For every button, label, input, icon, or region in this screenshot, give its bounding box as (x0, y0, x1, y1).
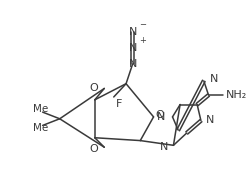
Text: −: − (139, 20, 146, 29)
Text: N: N (128, 27, 137, 36)
Text: O: O (90, 83, 98, 93)
Text: +: + (139, 36, 146, 45)
Text: O: O (90, 144, 98, 154)
Text: F: F (116, 99, 122, 109)
Text: NH₂: NH₂ (226, 90, 247, 100)
Text: N: N (156, 112, 165, 122)
Text: N: N (128, 59, 137, 69)
Text: Me: Me (33, 104, 48, 114)
Text: N: N (160, 142, 169, 152)
Text: Me: Me (33, 123, 48, 133)
Text: N: N (128, 43, 137, 53)
Text: N: N (210, 74, 218, 84)
Text: N: N (206, 115, 214, 125)
Text: O: O (155, 110, 164, 120)
